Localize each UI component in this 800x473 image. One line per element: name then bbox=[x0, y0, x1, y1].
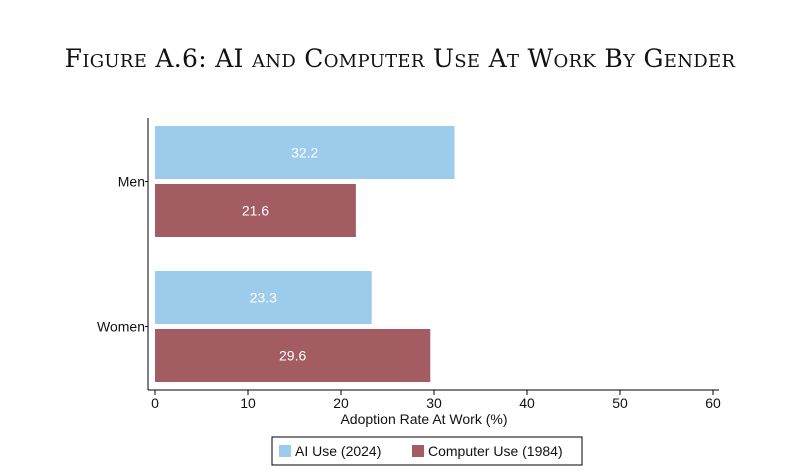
legend-label-computer-use: Computer Use (1984) bbox=[428, 443, 563, 459]
category-labels-group: Men Women bbox=[97, 174, 148, 335]
x-tick-label: 20 bbox=[333, 395, 349, 411]
category-label-women: Women bbox=[97, 319, 145, 335]
category-label-men: Men bbox=[118, 174, 145, 190]
x-tick-label: 40 bbox=[519, 395, 535, 411]
legend: AI Use (2024) Computer Use (1984) bbox=[271, 436, 583, 466]
bar-value-label: 32.2 bbox=[291, 145, 318, 161]
x-ticks-group: 0 10 20 30 40 50 60 bbox=[151, 390, 721, 411]
x-tick-label: 0 bbox=[151, 395, 159, 411]
bar-women-ai-use bbox=[155, 271, 372, 324]
bar-value-label: 21.6 bbox=[242, 203, 269, 219]
bar-value-label: 23.3 bbox=[250, 290, 277, 306]
legend-swatch-ai-use bbox=[279, 445, 291, 457]
bar-women-computer-use bbox=[155, 329, 431, 382]
bars-group bbox=[155, 126, 455, 382]
legend-label-ai-use: AI Use (2024) bbox=[295, 443, 381, 459]
bar-men-computer-use bbox=[155, 184, 356, 237]
bar-labels-group: 32.2 21.6 23.3 29.6 bbox=[242, 145, 319, 364]
x-axis-label: Adoption Rate At Work (%) bbox=[340, 411, 507, 427]
bar-value-label: 29.6 bbox=[279, 348, 306, 364]
bar-men-ai-use bbox=[155, 126, 455, 179]
legend-box bbox=[271, 436, 583, 466]
x-tick-label: 50 bbox=[612, 395, 628, 411]
figure-title: Figure A.6: AI and Computer Use At Work … bbox=[64, 44, 736, 73]
x-tick-label: 10 bbox=[240, 395, 256, 411]
x-tick-label: 60 bbox=[705, 395, 721, 411]
legend-swatch-computer-use bbox=[412, 445, 424, 457]
x-tick-label: 30 bbox=[426, 395, 442, 411]
